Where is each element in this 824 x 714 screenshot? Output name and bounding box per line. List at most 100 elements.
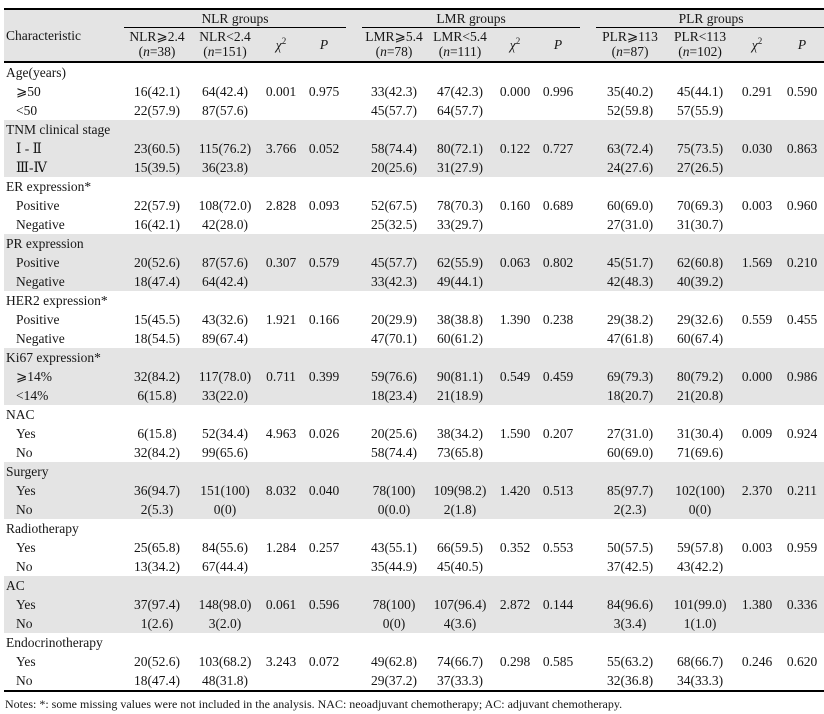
cell-value: 0.585: [542, 654, 574, 669]
cell-value: 1(1.0): [664, 614, 737, 633]
cell-value: 59(76.6): [362, 367, 426, 386]
cell-value: [736, 101, 778, 120]
cell-value: 45(57.7): [370, 103, 418, 118]
cell-value: [536, 101, 580, 120]
cell-value: 3.243: [265, 654, 297, 669]
header-spacer: [580, 9, 597, 63]
cell-value: 2.872: [494, 595, 536, 614]
cell-value: 148(98.0): [190, 595, 260, 614]
cell-value: [778, 215, 824, 234]
row-spacer: [580, 272, 597, 291]
cell-value: 0.596: [302, 595, 346, 614]
cell-value: 60(69.0): [606, 445, 654, 460]
cell-value: 0.122: [494, 139, 536, 158]
row-spacer: [346, 538, 362, 557]
row-label: No: [16, 445, 33, 460]
data-row: Positive 22(57.9) 108(72.0) 2.828 0.093 52(67…: [4, 196, 824, 215]
cell-value: [302, 671, 346, 691]
row-spacer: [580, 367, 597, 386]
row-label: ⩾50: [16, 84, 41, 99]
cell-value: 0.863: [778, 139, 824, 158]
cell-value: [536, 272, 581, 291]
row-spacer: [580, 82, 596, 101]
cell-value: 0.000: [499, 84, 531, 99]
cell-value: 25(65.8): [133, 540, 181, 555]
cell-value: [494, 272, 536, 291]
row-spacer: [580, 158, 597, 177]
row-label: Yes: [4, 595, 124, 614]
cell-value: 0(0.0): [362, 500, 426, 519]
subgroup-header: NLR⩾2.4 (n=38): [124, 27, 190, 63]
chi-square-header: χ2: [736, 27, 779, 63]
row-spacer: [580, 671, 596, 691]
p-value-header: P: [536, 27, 581, 63]
row-label: Negative: [16, 331, 65, 346]
cell-value: 24(27.6): [596, 158, 665, 177]
cell-value: 115(76.2): [190, 139, 260, 158]
section-label: ER expression*: [6, 179, 92, 194]
row-spacer: [346, 253, 362, 272]
data-row: Ⅲ-Ⅳ 15(39.5) 36(23.8) 20(25.6) 31(27.9) 24(27…: [4, 158, 824, 177]
cell-value: 0(0): [664, 500, 737, 519]
cell-value: 0.160: [499, 198, 531, 213]
cell-value: 50(57.5): [606, 540, 654, 555]
row-spacer: [346, 101, 362, 120]
row-spacer: [346, 595, 362, 614]
row-label: No: [16, 673, 33, 688]
cell-value: 33(22.0): [190, 386, 260, 405]
cell-value: 0.336: [778, 595, 824, 614]
cell-value: [302, 386, 346, 405]
cell-value: 1.921: [265, 312, 297, 327]
cell-value: [536, 557, 580, 576]
section-label: TNM clinical stage: [4, 120, 824, 139]
cell-value: 4(3.6): [426, 614, 494, 633]
cell-value: 37(33.3): [436, 673, 484, 688]
cell-value: 20(25.6): [370, 426, 418, 441]
data-row: Negative 18(54.5) 89(67.4) 47(70.1) 60(61.2)…: [4, 329, 824, 348]
cell-value: 45(40.5): [436, 559, 484, 574]
row-label: Ⅰ - Ⅱ: [4, 139, 124, 158]
cell-value: 31(30.7): [676, 217, 724, 232]
row-label: No: [4, 614, 124, 633]
cell-value: 20(29.9): [370, 312, 418, 327]
cell-value: [260, 215, 302, 234]
cell-value: 60(69.0): [606, 198, 654, 213]
row-spacer: [580, 196, 596, 215]
cell-value: 32(84.2): [133, 445, 181, 460]
row-label: Yes: [16, 654, 36, 669]
row-label: ⩾14%: [4, 367, 124, 386]
cell-value: [736, 158, 779, 177]
cell-value: 1.390: [499, 312, 531, 327]
cell-value: [302, 443, 346, 462]
cell-value: 49(44.1): [426, 272, 494, 291]
cell-value: 43(32.6): [201, 312, 249, 327]
chi-square-header: χ2: [494, 27, 536, 63]
row-spacer: [580, 538, 596, 557]
cell-value: 103(68.2): [198, 654, 252, 669]
row-label: Yes: [16, 540, 36, 555]
cell-value: [536, 671, 580, 691]
cell-value: [260, 329, 302, 348]
cell-value: [302, 500, 346, 519]
data-row: ⩾14% 32(84.2) 117(78.0) 0.711 0.399 59(76.6) 9…: [4, 367, 824, 386]
cell-value: 20(25.6): [362, 158, 426, 177]
cell-value: 66(59.5): [436, 540, 484, 555]
cell-value: [536, 443, 580, 462]
cell-value: 62(60.8): [664, 253, 737, 272]
data-row: Positive 20(52.6) 87(57.6) 0.307 0.579 45(57.…: [4, 253, 824, 272]
row-spacer: [580, 329, 596, 348]
cell-value: 0.001: [265, 84, 297, 99]
cell-value: 0.549: [494, 367, 536, 386]
cell-value: 1.569: [736, 253, 779, 272]
cell-value: 1.284: [265, 540, 297, 555]
cell-value: 6(15.8): [137, 426, 177, 441]
row-label: Positive: [16, 198, 60, 213]
section-row: NAC: [4, 405, 824, 424]
cell-value: 45(44.1): [676, 84, 724, 99]
cell-value: [302, 158, 346, 177]
cell-value: 13(34.2): [133, 559, 181, 574]
cell-value: 37(42.5): [606, 559, 654, 574]
cell-value: 45(57.7): [362, 253, 426, 272]
subgroup-header: PLR<113 (n=102): [664, 27, 737, 63]
cell-value: 3(3.4): [596, 614, 665, 633]
